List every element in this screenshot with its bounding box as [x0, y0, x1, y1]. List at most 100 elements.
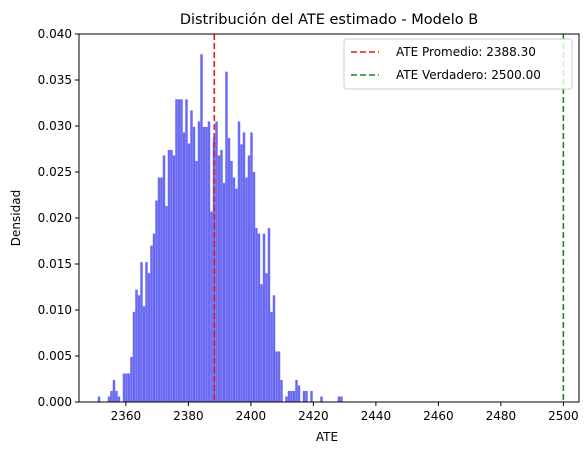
histogram-bar [155, 200, 158, 402]
histogram-bar [222, 183, 226, 402]
histogram-bar [190, 110, 193, 403]
histogram-bar [295, 379, 298, 402]
histogram-bar [185, 99, 188, 402]
x-tick-label: 2480 [486, 409, 517, 423]
x-axis-label: ATE [316, 430, 338, 444]
histogram-bar [297, 385, 301, 402]
y-tick-label: 0.000 [38, 395, 72, 409]
histogram-bar [290, 390, 293, 402]
histogram-bar [235, 188, 238, 402]
histogram-bar [107, 396, 111, 402]
histogram-bar [200, 54, 203, 403]
histogram-bar [305, 390, 308, 402]
y-tick-label: 0.015 [38, 257, 72, 271]
histogram-bar [252, 172, 256, 402]
histogram-bar [272, 295, 276, 402]
y-tick-label: 0.035 [38, 73, 72, 87]
histogram-bar [177, 99, 181, 402]
histogram-bar [202, 126, 206, 403]
histogram-bar [285, 396, 288, 402]
histogram-bars [97, 54, 343, 403]
histogram-bar [112, 379, 116, 402]
histogram-bar [227, 137, 231, 402]
histogram-bar [262, 233, 266, 402]
histogram-bar [132, 311, 136, 402]
histogram-bar [182, 132, 186, 402]
histogram-bar [130, 356, 133, 402]
histogram-bar [197, 121, 201, 403]
x-tick-label: 2400 [236, 409, 267, 423]
histogram-bar [170, 149, 173, 402]
x-tick-label: 2360 [111, 409, 142, 423]
legend-label-mean: ATE Promedio: 2388.30 [396, 45, 536, 59]
histogram-bar [255, 228, 258, 402]
histogram-bar [125, 373, 128, 402]
x-tick-label: 2380 [173, 409, 204, 423]
x-tick-label: 2460 [423, 409, 454, 423]
x-axis-ticks: 2360 2380 2400 2420 2440 2460 2480 2500 [111, 402, 579, 423]
histogram-bar [150, 245, 153, 402]
histogram-bar [205, 126, 208, 403]
legend: ATE Promedio: 2388.30 ATE Verdadero: 250… [343, 38, 573, 90]
histogram-bar [225, 71, 228, 402]
y-tick-label: 0.010 [38, 303, 72, 317]
histogram-bar [110, 390, 113, 402]
histogram-bar [287, 390, 291, 402]
histogram-bar [117, 396, 121, 402]
reference-lines [213, 34, 565, 402]
histogram-bar [310, 390, 313, 402]
histogram-bar [247, 155, 251, 402]
y-axis-ticks: 0.000 0.005 0.010 0.015 0.020 0.025 0.030 0.035… [38, 27, 79, 409]
histogram-bar [245, 177, 248, 402]
histogram-bar [192, 126, 196, 403]
histogram-bar [115, 390, 118, 402]
histogram-bar [240, 144, 243, 402]
histogram-bar [257, 233, 261, 402]
histogram-bar [302, 390, 306, 402]
histogram-bar [337, 396, 341, 402]
histogram-bar [152, 233, 156, 402]
y-tick-label: 0.025 [38, 165, 72, 179]
y-axis-label: Densidad [9, 190, 23, 246]
histogram-bar [165, 206, 168, 402]
histogram-bar [147, 273, 151, 402]
histogram-bar [207, 121, 211, 403]
histogram-bar [135, 289, 138, 402]
histogram-bar [242, 132, 246, 402]
histogram-bar [292, 390, 296, 402]
x-tick-label: 2420 [298, 409, 329, 423]
x-tick-label: 2440 [361, 409, 392, 423]
histogram-bar [260, 284, 263, 402]
histogram-bar [162, 155, 166, 402]
histogram-bar [167, 149, 171, 402]
histogram-bar [195, 160, 198, 402]
histogram-bar [157, 177, 161, 402]
histogram-bar [280, 379, 283, 402]
y-tick-label: 0.040 [38, 27, 72, 41]
histogram-bar [265, 273, 268, 402]
histogram-bar [340, 396, 343, 402]
histogram-bar [142, 306, 146, 402]
y-tick-label: 0.030 [38, 119, 72, 133]
histogram-bar [145, 262, 148, 402]
histogram-bar [237, 121, 241, 403]
histogram-bar [230, 160, 233, 402]
histogram-bar [122, 373, 126, 402]
histogram-bar [180, 99, 183, 402]
histogram-bar [97, 396, 101, 402]
histogram-bar [127, 373, 131, 402]
histogram-bar [232, 177, 236, 402]
histogram-bar [275, 351, 278, 402]
histogram-bar [250, 132, 253, 402]
histogram-bar [137, 295, 141, 402]
histogram-bar [220, 149, 223, 402]
y-tick-label: 0.005 [38, 349, 72, 363]
histogram-bar [217, 155, 221, 402]
x-tick-label: 2500 [548, 409, 579, 423]
chart-title: Distribución del ATE estimado - Modelo B [180, 12, 478, 28]
histogram-bar [160, 177, 163, 402]
histogram-bar [175, 99, 178, 402]
histogram-bar [210, 211, 213, 402]
histogram-bar [267, 228, 271, 402]
